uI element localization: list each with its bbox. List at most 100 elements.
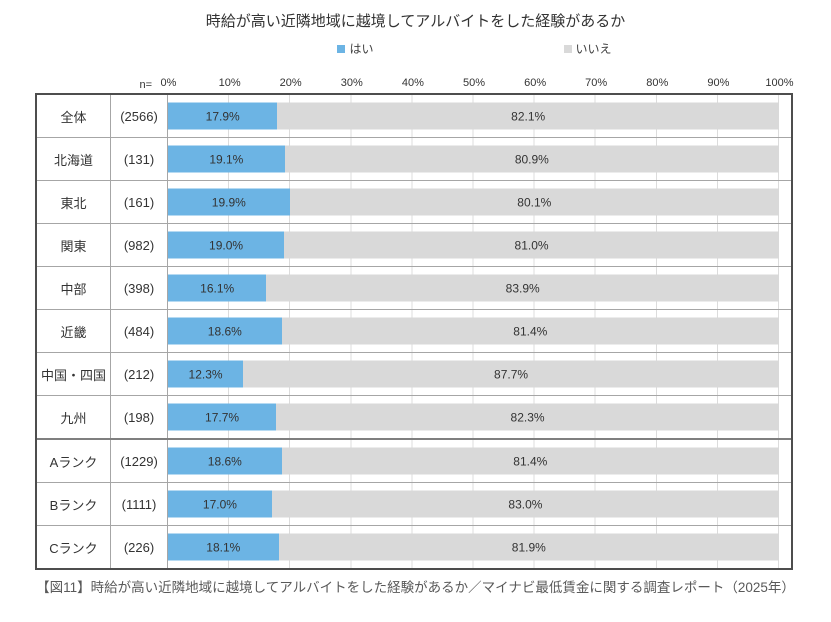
bar-segment-no: 81.0%	[284, 231, 779, 259]
x-axis-tick: 90%	[707, 77, 730, 89]
x-axis-tick: 40%	[401, 77, 424, 89]
bar-segment-no: 87.7%	[243, 360, 779, 388]
bar-segment-no: 82.3%	[276, 403, 779, 431]
bar-segment-no: 82.1%	[277, 102, 779, 130]
bar-segment-no: 81.9%	[278, 533, 779, 561]
n-header: n=	[139, 79, 152, 91]
chart-table: 全体 (2566) 17.9% 82.1% 北海道 (131) 19.1% 80.9% 東北 (1…	[35, 93, 793, 570]
stacked-bar: 19.9% 80.1%	[168, 188, 779, 216]
sample-size: (131)	[111, 138, 168, 180]
bar-segment-yes: 17.0%	[168, 490, 272, 518]
category-label: 関東	[37, 224, 111, 266]
x-axis-tick: 0%	[160, 77, 177, 89]
category-label: Bランク	[37, 483, 111, 525]
legend-label-yes: はい	[349, 42, 374, 56]
bar-area: 17.9% 82.1%	[168, 95, 779, 137]
x-axis-tick: 30%	[340, 77, 363, 89]
x-axis-tick: 100%	[765, 77, 794, 89]
table-row: Cランク (226) 18.1% 81.9%	[37, 526, 791, 568]
category-label: 東北	[37, 181, 111, 223]
category-label: Cランク	[37, 526, 111, 568]
x-axis-tick: 60%	[524, 77, 547, 89]
table-row: 近畿 (484) 18.6% 81.4%	[37, 310, 791, 353]
category-label: Aランク	[37, 440, 111, 482]
stacked-bar: 18.6% 81.4%	[168, 317, 779, 345]
stacked-bar: 16.1% 83.9%	[168, 274, 779, 302]
bar-area: 12.3% 87.7%	[168, 353, 779, 395]
bar-segment-no: 80.9%	[284, 145, 779, 173]
bar-segment-yes: 19.1%	[168, 145, 285, 173]
bar-area: 17.7% 82.3%	[168, 396, 779, 438]
legend-label-no: いいえ	[575, 42, 612, 56]
bar-area: 17.0% 83.0%	[168, 483, 779, 525]
bar-segment-yes: 19.9%	[168, 188, 290, 216]
table-row: 北海道 (131) 19.1% 80.9%	[37, 138, 791, 181]
table-row: 関東 (982) 19.0% 81.0%	[37, 224, 791, 267]
bar-area: 19.9% 80.1%	[168, 181, 779, 223]
legend-item-no: いいえ	[563, 40, 612, 57]
bar-segment-no: 80.1%	[289, 188, 779, 216]
table-row: Bランク (1111) 17.0% 83.0%	[37, 483, 791, 526]
x-axis-tick: 70%	[585, 77, 608, 89]
table-row: 中部 (398) 16.1% 83.9%	[37, 267, 791, 310]
row-right-pad	[779, 526, 791, 568]
bar-segment-no: 83.0%	[271, 490, 779, 518]
legend-swatch-yes	[337, 44, 346, 53]
sample-size: (484)	[111, 310, 168, 352]
category-label: 中国・四国	[37, 353, 111, 395]
bar-segment-yes: 18.6%	[168, 317, 282, 345]
x-axis-tick: 10%	[218, 77, 241, 89]
stacked-bar: 18.6% 81.4%	[168, 447, 779, 475]
x-axis-tick: 50%	[462, 77, 486, 89]
sample-size: (2566)	[111, 95, 168, 137]
row-right-pad	[779, 267, 791, 309]
bar-area: 19.0% 81.0%	[168, 224, 779, 266]
stacked-bar: 17.7% 82.3%	[168, 403, 779, 431]
legend: はい いいえ	[168, 40, 781, 57]
row-right-pad	[779, 483, 791, 525]
x-axis: n= 0% 10% 20% 30% 40% 50% 60% 70% 80% 90% 100%	[0, 77, 831, 92]
row-right-pad	[779, 353, 791, 395]
row-right-pad	[779, 440, 791, 482]
sample-size: (398)	[111, 267, 168, 309]
legend-swatch-no	[563, 44, 572, 53]
bar-segment-yes: 18.6%	[168, 447, 282, 475]
sample-size: (161)	[111, 181, 168, 223]
category-label: 九州	[37, 396, 111, 438]
table-row: 全体 (2566) 17.9% 82.1%	[37, 95, 791, 138]
bar-segment-yes: 18.1%	[168, 533, 279, 561]
table-row: 九州 (198) 17.7% 82.3%	[37, 396, 791, 440]
bar-area: 16.1% 83.9%	[168, 267, 779, 309]
stacked-bar: 17.9% 82.1%	[168, 102, 779, 130]
bar-area: 18.6% 81.4%	[168, 440, 779, 482]
legend-item-yes: はい	[337, 40, 374, 57]
bar-segment-no: 83.9%	[266, 274, 779, 302]
bar-segment-yes: 12.3%	[168, 360, 244, 388]
bar-segment-yes: 17.7%	[168, 403, 277, 431]
stacked-bar: 12.3% 87.7%	[168, 360, 779, 388]
stacked-bar: 19.0% 81.0%	[168, 231, 779, 259]
stacked-bar: 18.1% 81.9%	[168, 533, 779, 561]
sample-size: (226)	[111, 526, 168, 568]
stacked-bar: 19.1% 80.9%	[168, 145, 779, 173]
stacked-bar: 17.0% 83.0%	[168, 490, 779, 518]
bar-segment-no: 81.4%	[281, 317, 779, 345]
bar-area: 18.6% 81.4%	[168, 310, 779, 352]
bar-area: 18.1% 81.9%	[168, 526, 779, 568]
row-right-pad	[779, 95, 791, 137]
bar-segment-no: 81.4%	[281, 447, 779, 475]
x-axis-tick: 80%	[646, 77, 669, 89]
row-right-pad	[779, 310, 791, 352]
row-right-pad	[779, 396, 791, 438]
row-right-pad	[779, 138, 791, 180]
category-label: 中部	[37, 267, 111, 309]
bar-segment-yes: 16.1%	[168, 274, 267, 302]
table-row: 東北 (161) 19.9% 80.1%	[37, 181, 791, 224]
bar-area: 19.1% 80.9%	[168, 138, 779, 180]
sample-size: (1111)	[111, 483, 168, 525]
chart-title: 時給が高い近隣地域に越境してアルバイトをした経験があるか	[205, 13, 626, 30]
category-label: 近畿	[37, 310, 111, 352]
bar-segment-yes: 17.9%	[168, 102, 278, 130]
sample-size: (982)	[111, 224, 168, 266]
